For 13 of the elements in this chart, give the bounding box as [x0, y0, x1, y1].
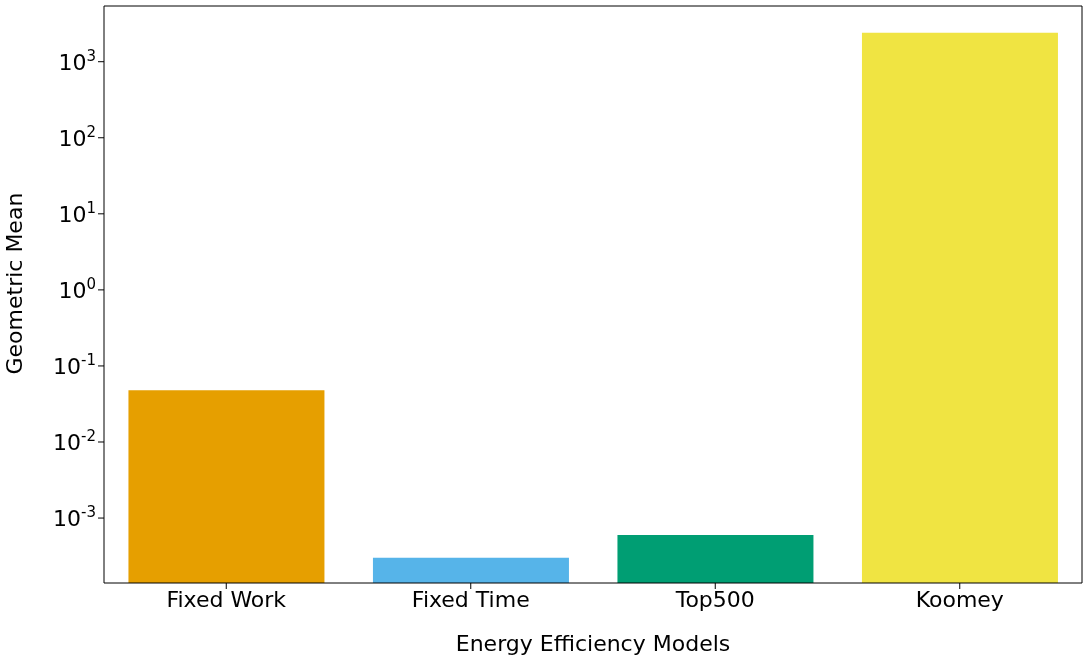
- y-tick-label: 10$^{2}$: [58, 122, 96, 151]
- y-tick-label: 10$^{-2}$: [53, 427, 96, 455]
- x-axis-title: Energy Efficiency Models: [455, 631, 731, 656]
- y-tick-label: 10$^{-1}$: [53, 350, 96, 379]
- x-tick-label: Top500: [674, 586, 755, 612]
- y-tick-label: 10$^{-3}$: [53, 503, 96, 532]
- x-tick-label: Koomey: [915, 586, 1004, 612]
- x-tick-label: Fixed Work: [166, 586, 287, 612]
- y-tick-label: 10$^{1}$: [58, 198, 96, 227]
- y-tick-label: 10$^{0}$: [58, 274, 96, 303]
- x-tick-label: Fixed Time: [411, 586, 530, 612]
- y-axis-title: Geometric Mean: [1, 192, 27, 375]
- y-tick-label: 10$^{3}$: [58, 46, 96, 75]
